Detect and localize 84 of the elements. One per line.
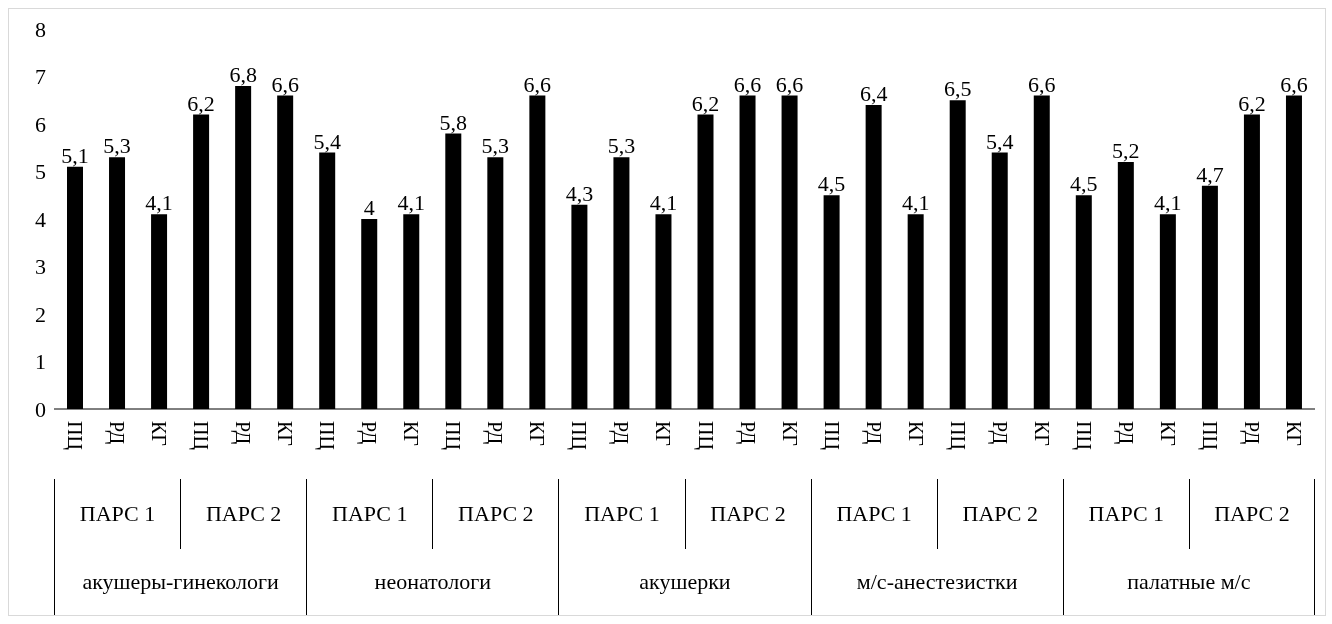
data-label: 4,5 [1070,171,1098,197]
y-tick-label: 7 [35,64,46,90]
x-tick-label: РД [1113,421,1137,445]
y-tick-label: 5 [35,159,46,185]
x-tick-label: ПЦ [189,421,213,450]
data-label: 4 [363,195,375,220]
data-label: 4,1 [145,190,173,216]
x-tick-label: КГ [1030,421,1053,446]
x-tick-label: ПЦ [819,421,843,450]
data-label: 6,5 [943,76,972,102]
data-label: 6,6 [775,71,804,97]
data-label: 6,2 [691,90,720,116]
x-tick-label: ПЦ [693,421,717,450]
data-label: 5,4 [985,128,1014,154]
text: акушеры-гинекологи [54,549,307,615]
text: ПАРС 1 [810,479,937,549]
text: неонатологи [306,549,559,615]
x-tick-label: РД [861,421,885,445]
x-tick-label: КГ [1282,421,1305,446]
x-tick-label: РД [735,421,759,445]
data-label: 6,4 [859,81,888,106]
x-tick-label: РД [987,421,1011,445]
data-label: 4,5 [817,171,846,197]
y-tick-label: 3 [35,254,46,280]
data-label: 6,8 [229,62,257,87]
x-tick-label: КГ [778,421,801,446]
x-tick-label: РД [357,421,381,445]
data-label: 4,7 [1196,161,1224,187]
y-tick-label: 0 [35,396,46,422]
y-tick-label: 8 [35,16,46,42]
text: ПАРС 2 [684,479,811,549]
data-label: 6,2 [1238,90,1266,116]
x-tick-label: РД [609,421,633,445]
y-tick-label: 4 [35,206,46,232]
data-label: 5,4 [313,128,341,154]
x-tick-label: КГ [904,421,927,446]
x-tick-label: ПЦ [63,421,87,450]
x-tick-label: РД [105,421,129,445]
x-tick-label: РД [1239,421,1263,445]
text: ПАРС 1 [1062,479,1189,549]
text: ПАРС 1 [558,479,685,549]
text: ПАРС 2 [1188,479,1315,549]
data-label: 6,6 [1280,71,1308,97]
data-label: 5,1 [61,142,89,168]
text: ПАРС 2 [936,479,1063,549]
x-tick-label: КГ [1156,421,1179,446]
text: м/с-анестезистки [810,549,1063,615]
x-tick-label: ПЦ [441,421,465,450]
y-tick-label: 6 [35,111,46,137]
x-tick-label: РД [483,421,507,445]
data-label: 5,2 [1112,138,1140,163]
x-tick-label: КГ [400,421,423,446]
data-label: 6,6 [733,71,762,97]
text: ПАРС 1 [54,479,181,549]
data-label: 4,3 [565,180,594,206]
y-tick-label: 1 [35,349,46,375]
x-tick-label: КГ [526,421,549,446]
data-label: 4,1 [649,190,678,216]
x-tick-label: РД [231,421,255,445]
data-label: 6,6 [271,71,299,97]
x-tick-label: ПЦ [315,421,339,450]
x-tick-label: ПЦ [1197,421,1221,450]
x-tick-label: КГ [148,421,171,446]
data-label: 5,3 [103,133,131,159]
text: ПАРС 2 [432,479,559,549]
data-label: 4,1 [397,190,426,216]
data-label: 6,6 [523,71,552,97]
data-label: 5,3 [481,133,510,159]
text: ПАРС 2 [180,479,307,549]
x-tick-label: ПЦ [1071,421,1095,450]
text: ПАРС 1 [306,479,433,549]
data-label: 5,8 [439,109,468,135]
text: акушерки [558,549,811,615]
data-label: 6,2 [187,90,215,116]
data-label: 5,3 [607,133,636,159]
data-label: 6,6 [1028,71,1056,97]
x-tick-label: КГ [652,421,675,446]
data-label: 4,1 [901,190,930,216]
y-tick-label: 2 [35,301,46,327]
x-tick-label: ПЦ [945,421,969,450]
x-tick-label: КГ [274,421,297,446]
text: палатные м/с [1062,549,1315,615]
x-tick-label: ПЦ [567,421,591,450]
data-label: 4,1 [1154,190,1182,216]
